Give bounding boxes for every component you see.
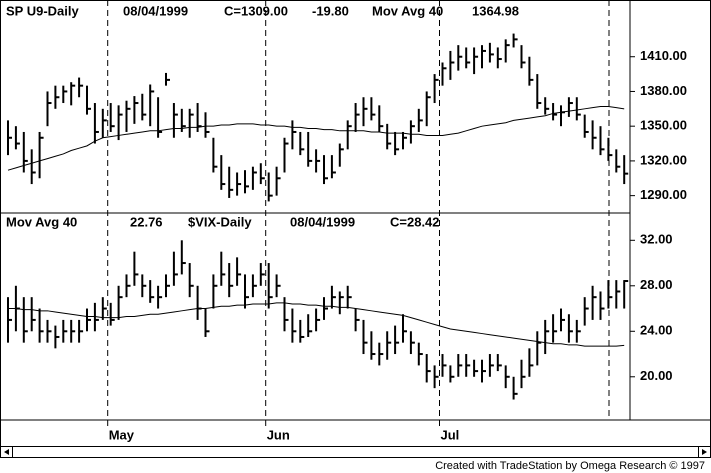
y-tick-label: 1350.00 (640, 118, 687, 133)
y-tick-label: 20.00 (640, 368, 673, 383)
header-text: $VIX-Daily (188, 214, 252, 229)
header-text: 1364.98 (472, 3, 519, 18)
header-text: SP U9-Daily (6, 3, 80, 18)
header-text: 08/04/1999 (290, 214, 355, 229)
header-text: Mov Avg 40 (372, 3, 443, 18)
header-text: 08/04/1999 (123, 3, 188, 18)
moving-average (8, 302, 625, 347)
y-tick-label: 1410.00 (640, 48, 687, 63)
y-tick-label: 24.00 (640, 323, 673, 338)
footer: Created with TradeStation by Omega Resea… (435, 460, 705, 472)
x-tick-label: Jul (441, 427, 460, 442)
arrow-left (4, 449, 9, 455)
header-text: 22.76 (130, 214, 163, 229)
arrow-right (702, 449, 707, 455)
frame (0, 0, 711, 458)
header-text: C=1309.00 (224, 3, 288, 18)
header-text: C=28.42 (390, 214, 440, 229)
moving-average (7, 106, 625, 171)
header-text: Mov Avg 40 (6, 214, 77, 229)
y-tick-label: 1380.00 (640, 83, 687, 98)
y-tick-label: 1320.00 (640, 152, 687, 167)
y-tick-label: 32.00 (640, 232, 673, 247)
x-tick-label: May (109, 427, 135, 442)
y-tick-label: 1290.00 (640, 187, 687, 202)
x-tick-label: Jun (267, 427, 290, 442)
y-tick-label: 28.00 (640, 277, 673, 292)
scrollbar[interactable] (0, 446, 711, 458)
header-text: -19.80 (312, 3, 349, 18)
scroll-track[interactable] (0, 446, 711, 458)
